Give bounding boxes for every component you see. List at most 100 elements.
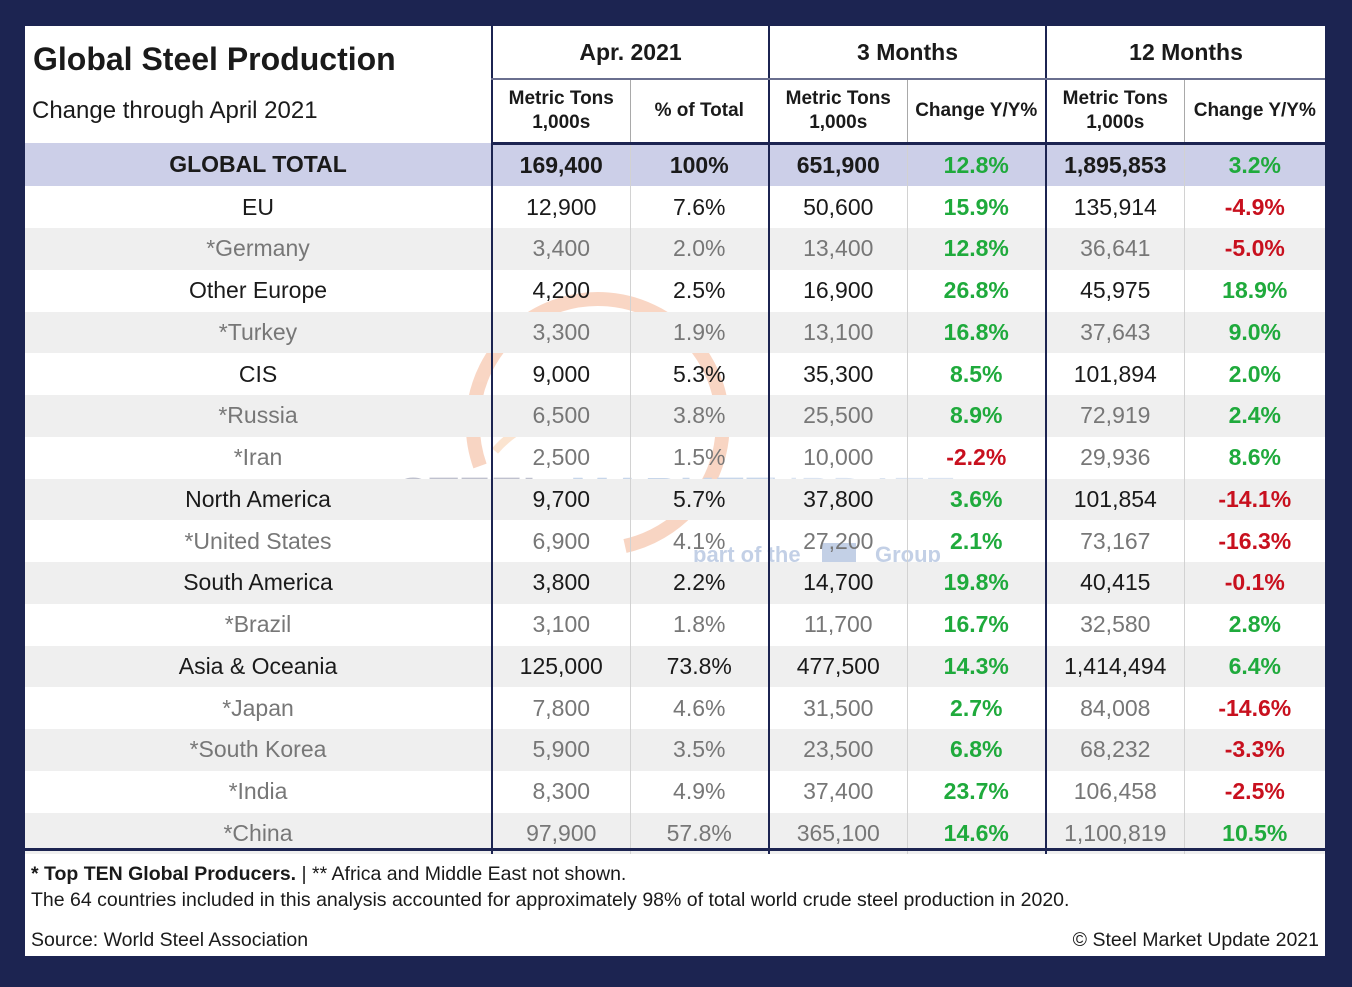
footnote-coverage: The 64 countries included in this analys… (31, 889, 1070, 911)
region-cell: *Iran (233, 444, 283, 471)
steel-production-table: Global Steel Production Change through A… (25, 26, 1326, 855)
3m-change-cell: 8.9% (906, 395, 1047, 437)
apr-pct-cell: 2.2% (629, 562, 770, 604)
12m-tons-cell: 45,975 (1045, 269, 1185, 312)
region-cell: *Japan (222, 694, 294, 721)
apr-pct-cell: 5.7% (629, 478, 770, 521)
12m-tons-cell: 73,167 (1045, 520, 1185, 562)
region-cell: *China (25, 812, 492, 855)
3m-tons-cell: 31,500 (768, 687, 908, 729)
3m-change-cell: 12.8% (906, 143, 1047, 187)
12m-change-cell: -3.3% (1183, 729, 1326, 771)
12m-tons-cell: 32,580 (1045, 603, 1185, 646)
3m-tons-cell: 50,600 (768, 186, 908, 228)
col-header-12m-chg: Change Y/Y% (1183, 79, 1326, 145)
region-cell: CIS (238, 360, 278, 387)
3m-change-cell: 14.3% (906, 645, 1047, 688)
col-header-12m-tons: Metric Tons 1,000s (1045, 79, 1185, 145)
12m-change-cell: 2.0% (1183, 353, 1326, 395)
region-cell: *Brazil (224, 611, 292, 638)
apr-pct-cell: 5.3% (629, 353, 770, 395)
apr-tons-cell: 3,400 (491, 228, 630, 270)
3m-change-cell: 6.8% (906, 729, 1047, 771)
3m-change-cell: 3.6% (906, 478, 1047, 521)
apr-tons-cell: 3,300 (491, 311, 630, 354)
apr-pct-cell: 1.8% (629, 603, 770, 646)
3m-change-cell: 23.7% (906, 770, 1047, 813)
3m-tons-cell: 365,100 (768, 812, 908, 855)
table-row: *South Korea 5,900 3.5% 23,500 6.8% 68,232 -3.… (25, 729, 1326, 771)
apr-tons-cell: 12,900 (491, 186, 630, 228)
apr-pct-cell: 2.0% (629, 228, 770, 270)
title-block: Global Steel Production Change through A… (25, 26, 492, 143)
page-title: Global Steel Production (33, 41, 396, 77)
3m-tons-cell: 25,500 (768, 395, 908, 437)
table-row: *Russia 6,500 3.8% 25,500 8.9% 72,919 2.4% (25, 395, 1326, 437)
12m-tons-cell: 1,100,819 (1045, 812, 1185, 855)
table-row: *Germany 3,400 2.0% 13,400 12.8% 36,641 -5.0% (25, 228, 1326, 270)
12m-change-cell: -2.5% (1183, 770, 1326, 813)
table-row: South America 3,800 2.2% 14,700 19.8% 40,415-… (25, 562, 1326, 604)
12m-change-cell: -14.6% (1183, 687, 1326, 729)
12m-tons-cell: 36,641 (1045, 228, 1185, 270)
3m-tons-cell: 651,900 (768, 143, 908, 187)
12m-tons-cell: 68,232 (1045, 729, 1185, 771)
region-cell: *Germany (25, 228, 492, 270)
region-cell: *Russia (25, 395, 492, 437)
apr-tons-cell: 4,200 (491, 269, 630, 312)
table-row: *Turkey 3,300 1.9% 13,100 16.8% 37,643 9.0% (25, 311, 1326, 354)
region-cell: Other Europe (188, 277, 328, 304)
3m-change-cell: 16.7% (906, 603, 1047, 646)
12m-tons-cell: 84,008 (1045, 687, 1185, 729)
12m-tons-cell: 29,936 (1045, 436, 1185, 479)
3m-tons-cell: 16,900 (768, 269, 908, 312)
apr-tons-cell: 6,500 (491, 395, 630, 437)
region-cell: EU (242, 193, 274, 220)
12m-tons-cell: 101,894 (1045, 353, 1185, 395)
12m-change-cell: -14.1% (1183, 478, 1326, 521)
region-cell: *Turkey (25, 311, 492, 354)
12m-change-cell: 2.8% (1183, 603, 1326, 646)
group-header-12-months: 12 Months (1045, 26, 1326, 80)
apr-tons-cell: 8,300 (491, 770, 630, 813)
table-row: *Japan 7,800 4.6% 31,500 2.7% 84,008 -14.6% (25, 687, 1326, 729)
12m-change-cell: 3.2% (1183, 143, 1326, 187)
table-row: CIS 9,000 5.3% 35,300 8.5% 101,894 2.0% (25, 353, 1326, 395)
12m-change-cell: 18.9% (1183, 269, 1326, 312)
3m-change-cell: -2.2% (906, 436, 1047, 479)
table-panel: STEEL MARKET UPDATE part of the Group Gl… (25, 26, 1326, 956)
3m-change-cell: 15.9% (906, 186, 1047, 228)
apr-pct-cell: 73.8% (629, 645, 770, 688)
table-row: *India 8,300 4.9% 37,400 23.7% 106,458 -2.5% (25, 770, 1326, 813)
3m-change-cell: 26.8% (906, 269, 1047, 312)
table-body: GLOBAL TOTAL 169,400 100% 651,900 12.8% 1,895… (25, 143, 1326, 855)
apr-tons-cell: 2,500 (491, 436, 630, 479)
table-row: North America 9,700 5.7% 37,800 3.6% 101,854-… (25, 478, 1326, 521)
apr-pct-cell: 1.9% (629, 311, 770, 354)
3m-tons-cell: 37,400 (768, 770, 908, 813)
3m-change-cell: 14.6% (906, 812, 1047, 855)
3m-tons-cell: 14,700 (768, 562, 908, 604)
group-header-apr: Apr. 2021 (490, 26, 770, 80)
3m-tons-cell: 10,000 (768, 436, 908, 479)
region-cell: *United States (184, 527, 332, 554)
12m-tons-cell: 1,414,494 (1045, 645, 1185, 688)
region-cell: North America (25, 478, 492, 521)
apr-pct-cell: 4.9% (629, 770, 770, 813)
3m-change-cell: 2.1% (906, 520, 1047, 562)
table-row: Other Europe 4,200 2.5% 16,900 26.8% 45,975 18… (25, 269, 1326, 312)
table-row: EU 12,900 7.6% 50,600 15.9% 135,914 -4.9% (25, 186, 1326, 228)
apr-pct-cell: 7.6% (629, 186, 770, 228)
3m-tons-cell: 477,500 (768, 645, 908, 688)
apr-pct-cell: 57.8% (629, 812, 770, 855)
region-cell: *India (228, 778, 288, 805)
region-cell: *South Korea (25, 729, 492, 771)
12m-change-cell: -5.0% (1183, 228, 1326, 270)
table-row: *Brazil 3,100 1.8% 11,700 16.7% 32,580 2.8% (25, 603, 1326, 646)
12m-tons-cell: 1,895,853 (1045, 143, 1185, 187)
apr-tons-cell: 9,700 (491, 478, 630, 521)
footnote-producers: * Top TEN Global Producers. | ** Africa … (31, 863, 627, 885)
apr-tons-cell: 9,000 (491, 353, 630, 395)
12m-tons-cell: 37,643 (1045, 311, 1185, 354)
12m-tons-cell: 135,914 (1045, 186, 1185, 228)
